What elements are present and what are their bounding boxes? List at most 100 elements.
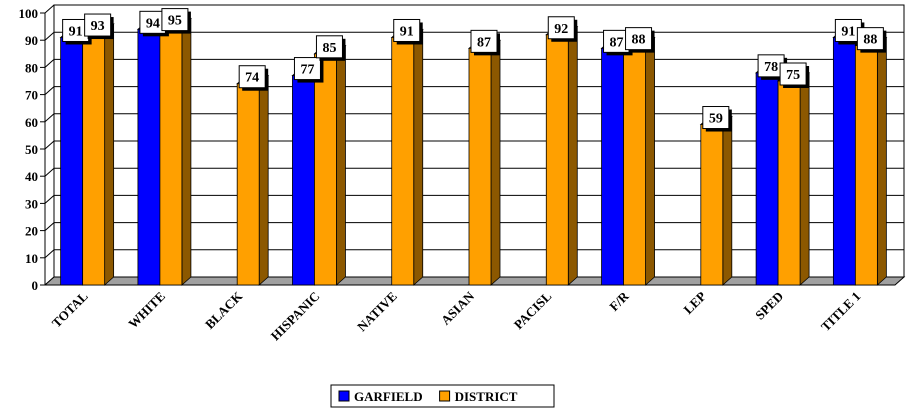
bar-front <box>854 45 878 286</box>
bar-side <box>567 25 578 286</box>
data-label-text: 93 <box>91 19 105 34</box>
data-label-text: 92 <box>554 22 568 37</box>
bar-district-f-r <box>622 36 656 286</box>
data-label-district-native: 91 <box>393 18 423 45</box>
data-label-box <box>470 29 498 53</box>
bar-side <box>104 23 115 286</box>
bar-front <box>236 83 260 286</box>
bar-district-black <box>236 74 270 286</box>
bar-front <box>623 45 646 286</box>
gridline-side <box>44 195 55 204</box>
data-label-text: 75 <box>786 68 800 83</box>
y-tick-label: 80 <box>25 60 38 75</box>
y-tick-label: 0 <box>32 278 39 293</box>
legend-item-district: DISTRICT <box>439 389 518 404</box>
gridline-side <box>44 140 55 150</box>
y-tick-label: 30 <box>25 196 38 211</box>
bar-side <box>722 115 733 286</box>
data-label-district-total: 93 <box>84 13 114 40</box>
data-label-text: 78 <box>764 60 778 75</box>
gridline-side <box>44 249 55 259</box>
legend-label: DISTRICT <box>455 389 518 404</box>
data-label-box <box>293 57 321 81</box>
bar-district-total <box>81 23 115 286</box>
bar-front <box>700 124 724 286</box>
bar-front <box>601 47 624 286</box>
gridline-side <box>44 167 55 177</box>
data-label-text: 77 <box>300 63 314 78</box>
legend-swatch <box>338 390 350 402</box>
y-tick-label: 50 <box>25 142 38 157</box>
data-label-text: 74 <box>245 71 259 86</box>
bar-side <box>490 39 501 286</box>
data-label-box <box>393 18 421 42</box>
data-label-district-white: 95 <box>161 8 191 34</box>
bar-side <box>876 36 887 286</box>
bar-side <box>336 44 346 286</box>
gridline-side <box>44 59 55 68</box>
data-label-text: 91 <box>69 24 83 39</box>
data-label-text: 88 <box>863 33 877 48</box>
bar-district-lep <box>699 115 733 286</box>
x-tick-label-title-1: TITLE 1 <box>818 289 864 335</box>
gridline-side <box>44 31 55 41</box>
bar-front <box>777 80 801 286</box>
y-tick-label: 20 <box>25 224 38 239</box>
bar-district-white <box>158 17 192 286</box>
bar-side <box>645 36 655 286</box>
y-tick-label: 40 <box>25 169 38 184</box>
bar-front <box>314 53 337 286</box>
x-tick-label-pacisl: PACISL <box>511 288 555 332</box>
y-tick-label: 10 <box>25 251 38 266</box>
bar-front <box>82 31 106 286</box>
bar-front <box>391 37 415 286</box>
y-tick-label: 100 <box>19 6 39 21</box>
data-label-box <box>84 13 112 37</box>
data-label-text: 95 <box>168 14 182 29</box>
bar-front <box>292 75 315 286</box>
data-label-district-pacisl: 92 <box>547 16 578 42</box>
data-label-box <box>779 62 807 86</box>
gridline-side <box>44 4 55 14</box>
bar-district-native <box>390 28 424 286</box>
data-label-garfield-hispanic: 77 <box>293 57 324 83</box>
legend-item-garfield: GARFIELD <box>338 389 423 404</box>
data-label-box <box>625 27 653 51</box>
data-label-text: 88 <box>632 33 646 48</box>
bar-side <box>181 17 192 286</box>
data-label-text: 87 <box>477 35 491 50</box>
y-tick-label: 60 <box>25 115 38 130</box>
bar-side <box>413 28 424 286</box>
data-label-district-hispanic: 85 <box>315 35 346 61</box>
bar-side <box>258 74 269 286</box>
data-label-text: 59 <box>709 112 723 127</box>
y-axis-ticks: 0 10 20 30 40 50 60 70 80 90 100 <box>19 6 45 293</box>
data-label-text: 91 <box>400 24 414 39</box>
data-label-district-asian: 87 <box>470 29 500 56</box>
data-label-district-lep: 59 <box>702 106 732 132</box>
data-label-box <box>238 65 266 89</box>
x-tick-label-hispanic: HISPANIC <box>268 289 323 344</box>
data-label-district-title-1: 88 <box>856 27 887 53</box>
bar-district-pacisl <box>545 25 579 286</box>
data-label-text: 85 <box>322 41 336 56</box>
data-label-box <box>702 106 730 130</box>
x-tick-label-sped: SPED <box>752 289 786 323</box>
x-tick-label-lep: LEP <box>680 288 709 317</box>
gridline-side <box>44 222 55 231</box>
data-label-text: 87 <box>610 35 624 50</box>
data-labels-layer: 91 93 94 95 74 77 85 91 87 92 87 88 59 78 75 91 88 <box>62 8 887 132</box>
x-tick-label-asian: ASIAN <box>438 288 478 328</box>
x-tick-label-native: NATIVE <box>354 289 400 335</box>
bar-front <box>832 37 856 286</box>
gridline-side <box>44 113 55 123</box>
data-label-box <box>161 8 189 32</box>
x-tick-label-total: TOTAL <box>49 288 91 330</box>
data-label-box <box>856 27 884 51</box>
y-tick-label: 70 <box>25 88 38 103</box>
bar-front <box>468 47 492 286</box>
bar-side <box>799 72 810 286</box>
bar-front <box>545 34 569 286</box>
